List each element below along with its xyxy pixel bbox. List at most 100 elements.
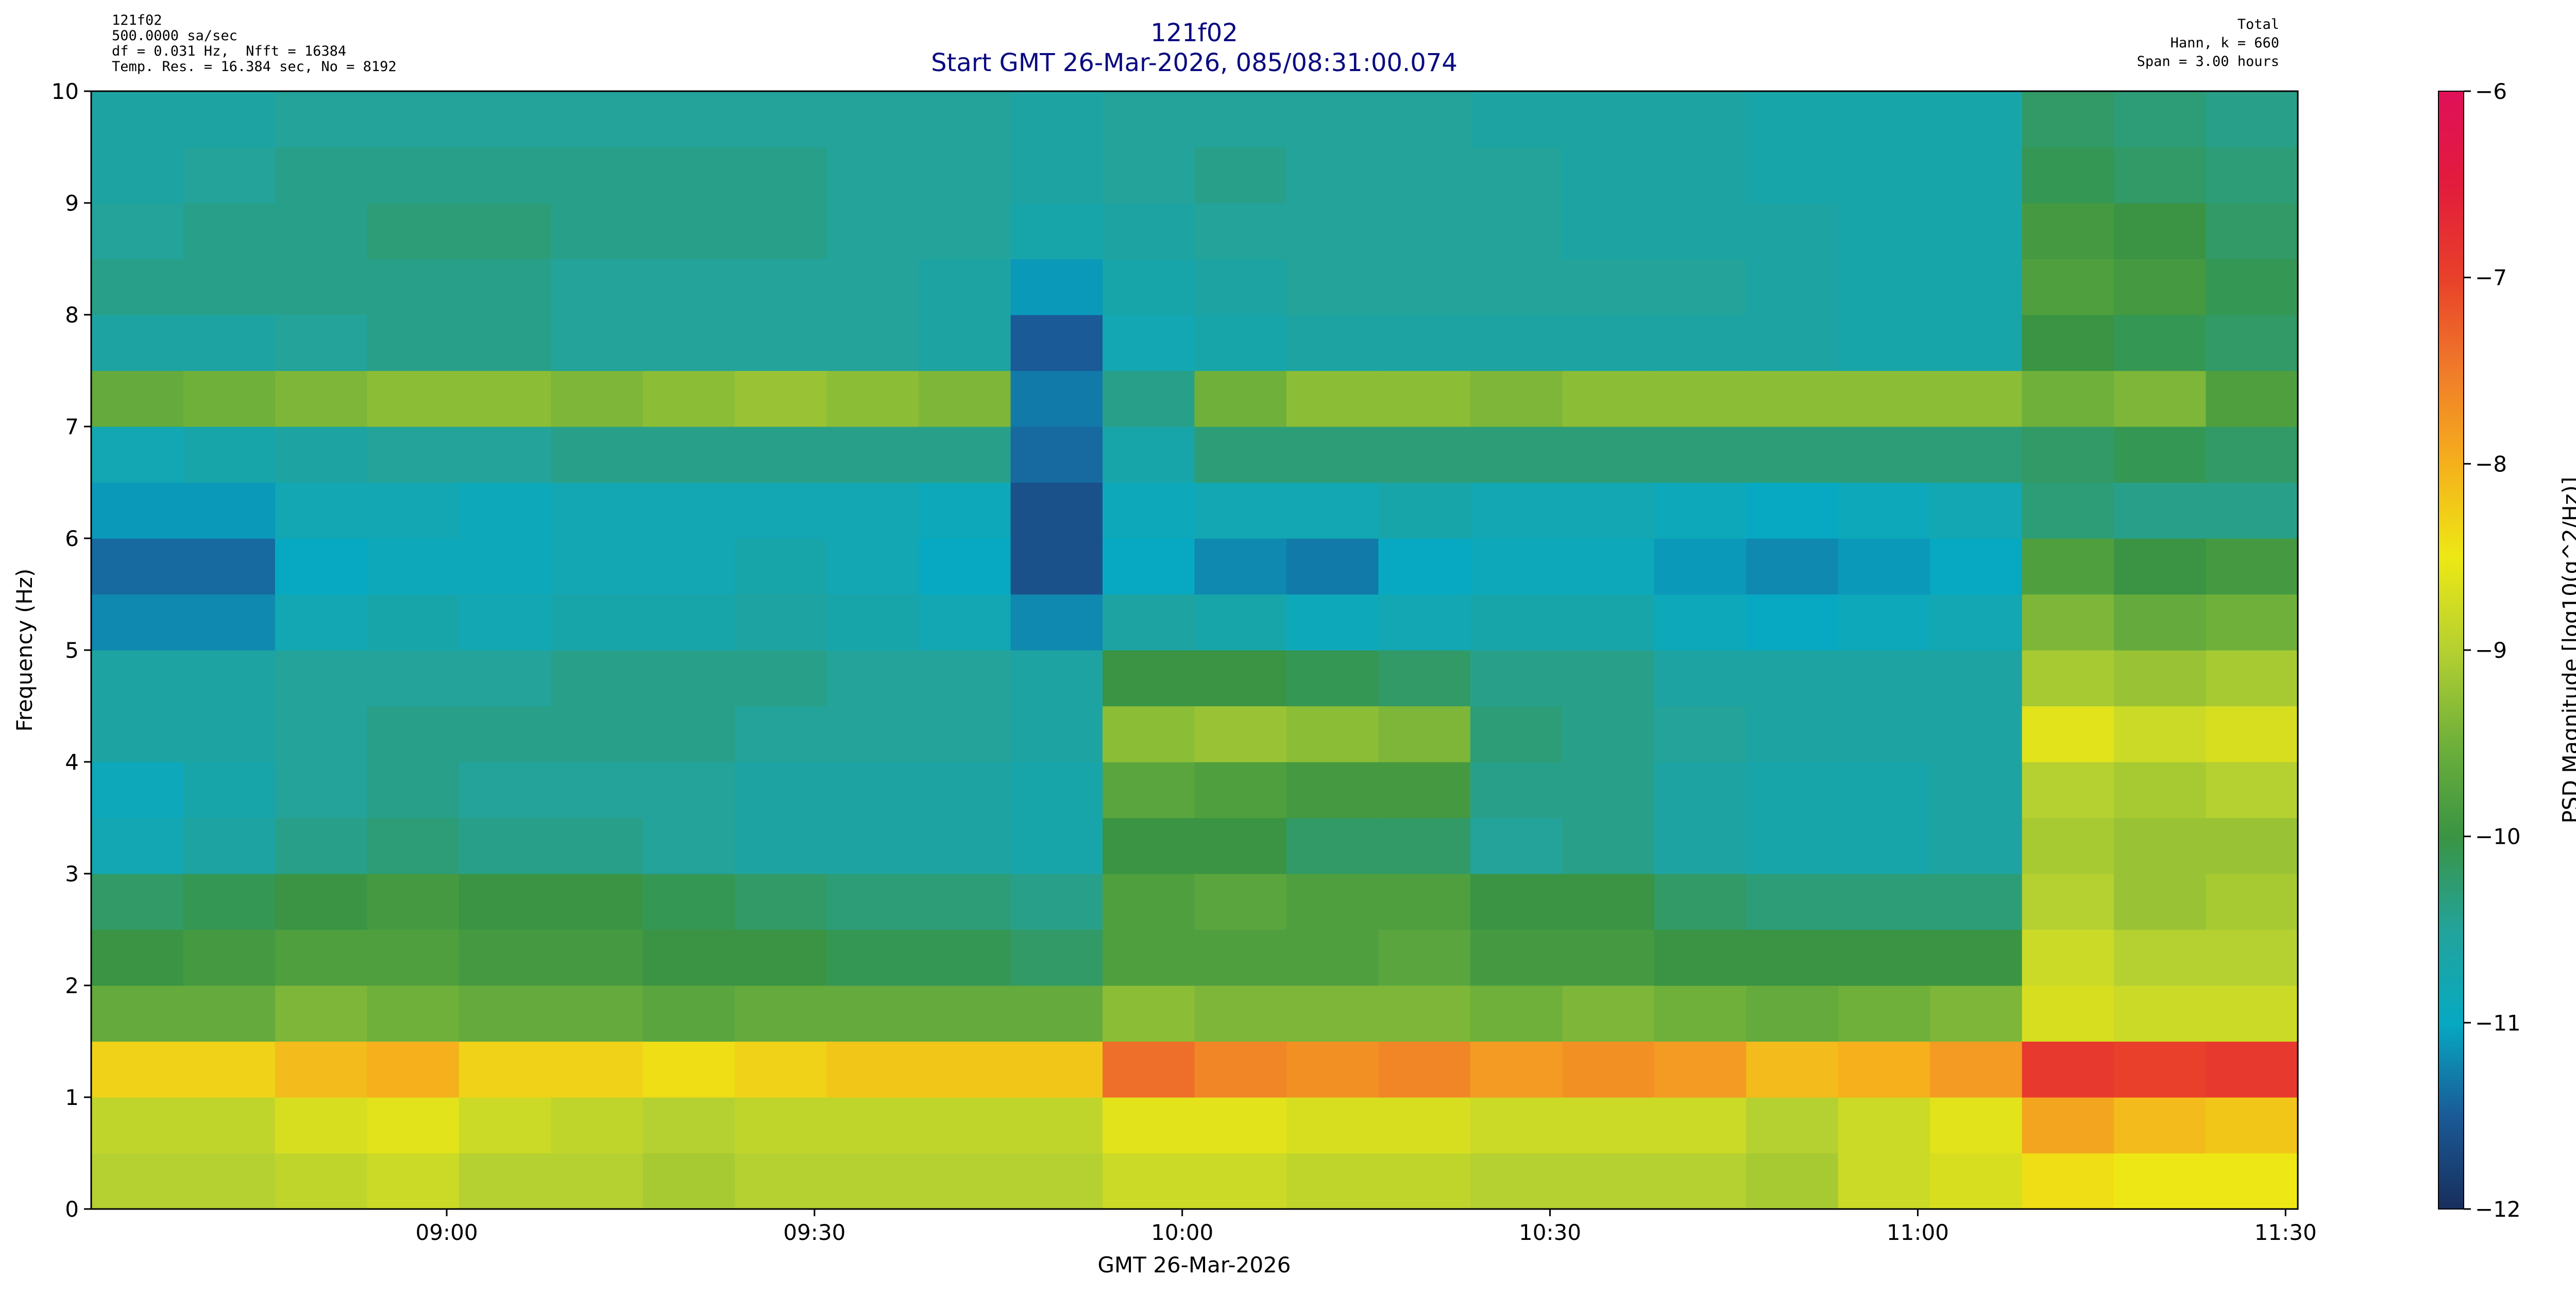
heatmap-cell bbox=[1470, 315, 1563, 371]
heatmap-cell bbox=[1194, 929, 1287, 986]
heatmap-cell bbox=[183, 706, 276, 762]
heatmap-cell bbox=[1746, 427, 1839, 483]
heatmap-cell bbox=[919, 427, 1011, 483]
heatmap-cell bbox=[642, 929, 735, 986]
heatmap-cell bbox=[1562, 594, 1655, 651]
heatmap-cell bbox=[275, 91, 367, 148]
heatmap-cell bbox=[1654, 1041, 1747, 1098]
heatmap-cell bbox=[1378, 706, 1471, 762]
heatmap-cell bbox=[1654, 762, 1747, 819]
heatmap-cell bbox=[1470, 1097, 1563, 1154]
heatmap-cell bbox=[2206, 315, 2298, 371]
heatmap-cell bbox=[1930, 147, 2023, 203]
heatmap-cell bbox=[2114, 762, 2207, 819]
heatmap-cell bbox=[1654, 594, 1747, 651]
heatmap-cell bbox=[459, 985, 551, 1042]
heatmap-cell bbox=[735, 315, 827, 371]
heatmap-cell bbox=[2206, 91, 2298, 148]
heatmap-cell bbox=[1654, 818, 1747, 874]
heatmap-cell bbox=[1103, 147, 1195, 203]
heatmap-cell bbox=[551, 91, 643, 148]
heatmap-cell bbox=[2206, 985, 2298, 1042]
heatmap-cell bbox=[642, 427, 735, 483]
heatmap-cell bbox=[91, 203, 184, 260]
heatmap-cell bbox=[183, 874, 276, 930]
heatmap-cell bbox=[1103, 985, 1195, 1042]
heatmap-cell bbox=[1838, 706, 1930, 762]
heatmap-cell bbox=[2206, 706, 2298, 762]
heatmap-cell bbox=[2114, 259, 2207, 315]
heatmap-cell bbox=[2114, 1153, 2207, 1210]
heatmap-cell bbox=[1838, 91, 1930, 148]
heatmap-cell bbox=[1746, 315, 1839, 371]
heatmap-cell bbox=[1286, 762, 1379, 819]
heatmap-cell bbox=[2206, 1153, 2298, 1210]
heatmap-cell bbox=[367, 762, 460, 819]
heatmap-cell bbox=[1286, 929, 1379, 986]
heatmap-cell bbox=[2114, 203, 2207, 260]
heatmap-cell bbox=[1470, 482, 1563, 539]
heatmap-cell bbox=[2206, 650, 2298, 707]
heatmap-cell bbox=[2022, 427, 2114, 483]
heatmap-cell bbox=[826, 370, 919, 427]
heatmap-cell bbox=[1010, 370, 1103, 427]
y-tick-label: 7 bbox=[65, 414, 79, 439]
heatmap-cell bbox=[642, 650, 735, 707]
heatmap-cell bbox=[275, 370, 367, 427]
heatmap-cell bbox=[183, 538, 276, 595]
heatmap-cell bbox=[919, 482, 1011, 539]
heatmap-cell bbox=[919, 874, 1011, 930]
heatmap-cell bbox=[2022, 594, 2114, 651]
heatmap-cell bbox=[1378, 818, 1471, 874]
heatmap-cell bbox=[183, 1153, 276, 1210]
heatmap-cell bbox=[1103, 91, 1195, 148]
heatmap-cell bbox=[826, 147, 919, 203]
heatmap-cell bbox=[1194, 315, 1287, 371]
heatmap-cell bbox=[275, 594, 367, 651]
heatmap-cell bbox=[642, 538, 735, 595]
colorbar-label: PSD Magnitude [log10(g^2/Hz)] bbox=[2558, 477, 2576, 824]
y-tick-label: 8 bbox=[65, 302, 79, 328]
heatmap-cell bbox=[642, 1041, 735, 1098]
heatmap-cell bbox=[2022, 315, 2114, 371]
heatmap-cell bbox=[1838, 315, 1930, 371]
heatmap-cell bbox=[1470, 427, 1563, 483]
heatmap-cell bbox=[826, 1153, 919, 1210]
heatmap-cell bbox=[1194, 370, 1287, 427]
heatmap-cell bbox=[1930, 1097, 2023, 1154]
heatmap-cell bbox=[1930, 929, 2023, 986]
heatmap-cell bbox=[275, 427, 367, 483]
y-tick-label: 9 bbox=[65, 191, 79, 216]
heatmap-cell bbox=[919, 818, 1011, 874]
heatmap-cell bbox=[367, 650, 460, 707]
heatmap-cell bbox=[459, 538, 551, 595]
heatmap-cell bbox=[1654, 315, 1747, 371]
heatmap-cell bbox=[1010, 538, 1103, 595]
heatmap-cell bbox=[1103, 1153, 1195, 1210]
colorbar-tick-label: −6 bbox=[2475, 79, 2507, 104]
heatmap-cell bbox=[459, 1153, 551, 1210]
heatmap-cell bbox=[1654, 203, 1747, 260]
heatmap-cell bbox=[1562, 482, 1655, 539]
heatmap-cell bbox=[551, 1041, 643, 1098]
heatmap-cell bbox=[275, 1041, 367, 1098]
heatmap-cell bbox=[1010, 650, 1103, 707]
heatmap-cell bbox=[551, 594, 643, 651]
chart-title: 121f02 bbox=[1150, 19, 1238, 47]
heatmap-cell bbox=[919, 1153, 1011, 1210]
heatmap-cell bbox=[1010, 1041, 1103, 1098]
heatmap-cell bbox=[1286, 818, 1379, 874]
heatmap-cell bbox=[1470, 985, 1563, 1042]
heatmap-cell bbox=[367, 538, 460, 595]
heatmap-cell bbox=[1378, 147, 1471, 203]
y-tick-label: 4 bbox=[65, 750, 79, 775]
heatmap-cell bbox=[367, 1097, 460, 1154]
heatmap-cell bbox=[183, 650, 276, 707]
heatmap-cell bbox=[1746, 594, 1839, 651]
heatmap-cell bbox=[1378, 929, 1471, 986]
heatmap-cell bbox=[551, 370, 643, 427]
heatmap-cell bbox=[551, 1153, 643, 1210]
heatmap-cell bbox=[1010, 482, 1103, 539]
heatmap-cell bbox=[91, 482, 184, 539]
